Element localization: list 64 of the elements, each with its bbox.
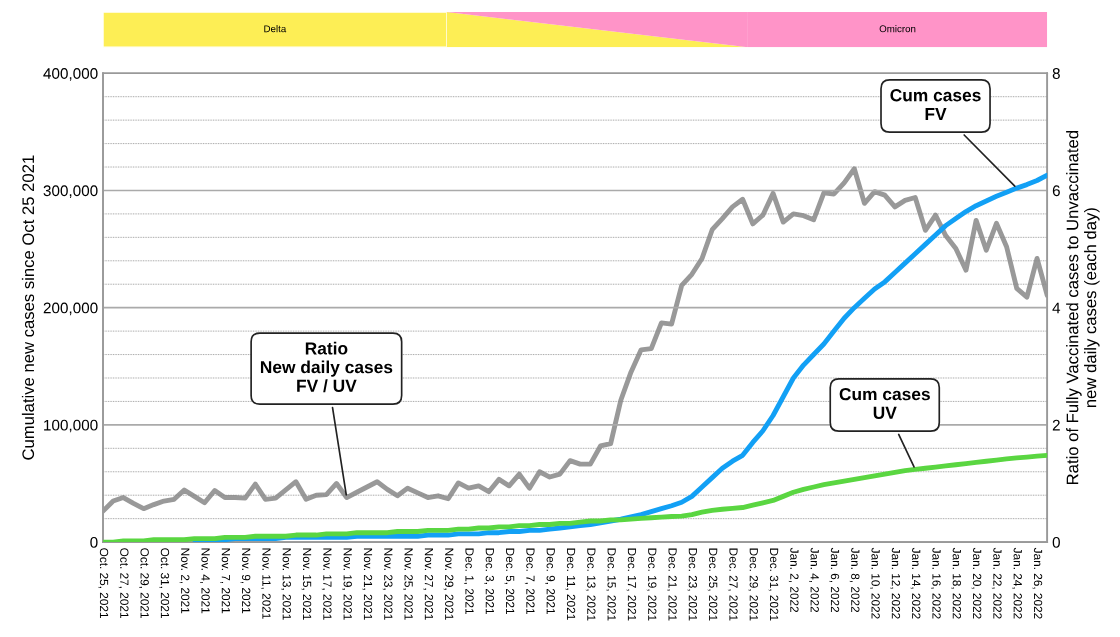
x-tick-label: Jan. 10, 2022 [870, 547, 880, 619]
x-tick-label: Dec. 29, 2021 [748, 548, 758, 621]
x-tick-label: Nov. 19, 2021 [342, 548, 352, 620]
x-tick-label: Nov. 11, 2021 [260, 548, 271, 619]
annotation: Cum cases FV [890, 89, 981, 120]
y-tick-label: 100,000 [44, 419, 98, 433]
x-tick-label: Dec. 3, 2021 [484, 548, 495, 615]
x-tick-label: Dec. 9, 2021 [545, 548, 555, 615]
x-tick-label: Nov. 9, 2021 [240, 548, 251, 614]
x-tick-label: Dec. 25, 2021 [707, 548, 718, 621]
x-tick-label: Nov. 25, 2021 [403, 548, 413, 620]
x-tick-label: Dec. 17, 2021 [626, 548, 637, 621]
x-tick-label: Dec. 15, 2021 [606, 548, 616, 621]
x-tick-label: Nov. 27, 2021 [423, 548, 434, 620]
x-tick-label: Nov. 7, 2021 [220, 548, 231, 614]
x-tick-label: Nov. 29, 2021 [443, 548, 454, 620]
x-tick-label: Nov. 21, 2021 [362, 548, 373, 620]
text: Omicron [879, 25, 916, 33]
annotation: Ratio New daily cases FV / UV [260, 341, 393, 393]
x-tick-label: Oct. 31, 2021 [159, 548, 170, 618]
x-tick-label: Dec. 23, 2021 [687, 548, 698, 621]
x-tick-label: Nov. 13, 2021 [281, 548, 291, 620]
x-tick-label: Jan. 2, 2022 [788, 547, 799, 613]
x-tick-label: Oct. 25, 2021 [98, 548, 109, 618]
x-tick-label: Dec. 11, 2021 [565, 548, 576, 620]
y2-axis-title: Ratio of Fully Vaccinated cases to Unvaccinated new daily cases (each day) [1066, 131, 1100, 485]
x-tick-label: Nov. 15, 2021 [301, 548, 312, 620]
y-tick-label: 300,000 [43, 185, 98, 198]
x-tick-label: Dec. 5, 2021 [504, 548, 515, 615]
y-tick-label: 0 [90, 536, 98, 548]
x-tick-label: Jan. 8, 2022 [849, 547, 860, 613]
y2-tick-label: 8 [1052, 68, 1060, 79]
x-tick-label: Oct. 29, 2021 [139, 548, 149, 618]
x-tick-label: Jan. 4, 2022 [809, 547, 819, 613]
x-tick-label: Dec. 7, 2021 [524, 548, 535, 615]
y2-tick-label: 0 [1052, 536, 1060, 548]
x-tick-label: Jan. 6, 2022 [829, 547, 840, 613]
x-tick-label: Oct. 27, 2021 [118, 548, 129, 618]
x-tick-label: Jan. 14, 2022 [910, 547, 921, 619]
x-tick-label: Jan. 22, 2022 [991, 547, 1002, 619]
x-tick-label: Dec. 1, 2021 [463, 548, 474, 615]
x-tick-label: Jan. 18, 2022 [951, 547, 962, 619]
x-tick-label: Nov. 4, 2021 [200, 548, 210, 614]
y2-tick-label: 4 [1052, 302, 1061, 314]
y-tick-label: 200,000 [43, 302, 98, 316]
text: Delta [264, 25, 287, 33]
x-tick-label: Dec. 31, 2021 [768, 548, 779, 621]
x-tick-label: Dec. 19, 2021 [646, 548, 657, 621]
y-axis-title: Cumulative new cases since Oct 25 2021 [21, 155, 35, 460]
y-tick-label: 400,000 [43, 68, 98, 81]
x-tick-label: Jan. 12, 2022 [890, 547, 901, 619]
x-tick-label: Jan. 16, 2022 [930, 547, 941, 619]
x-tick-label: Nov. 17, 2021 [321, 548, 332, 620]
x-tick-label: Dec. 13, 2021 [585, 548, 596, 621]
x-tick-label: Nov. 2, 2021 [179, 548, 190, 614]
y2-tick-label: 2 [1052, 419, 1060, 431]
x-tick-label: Nov. 23, 2021 [382, 548, 393, 620]
annotation: Cum cases UV [839, 387, 930, 419]
x-tick-label: Jan. 26, 2022 [1032, 547, 1043, 619]
x-tick-label: Dec. 27, 2021 [727, 548, 738, 621]
x-tick-label: Jan. 20, 2022 [971, 547, 982, 619]
y2-tick-label: 6 [1052, 185, 1060, 197]
x-tick-label: Dec. 21, 2021 [667, 548, 677, 621]
x-tick-label: Jan. 24, 2022 [1012, 547, 1022, 619]
